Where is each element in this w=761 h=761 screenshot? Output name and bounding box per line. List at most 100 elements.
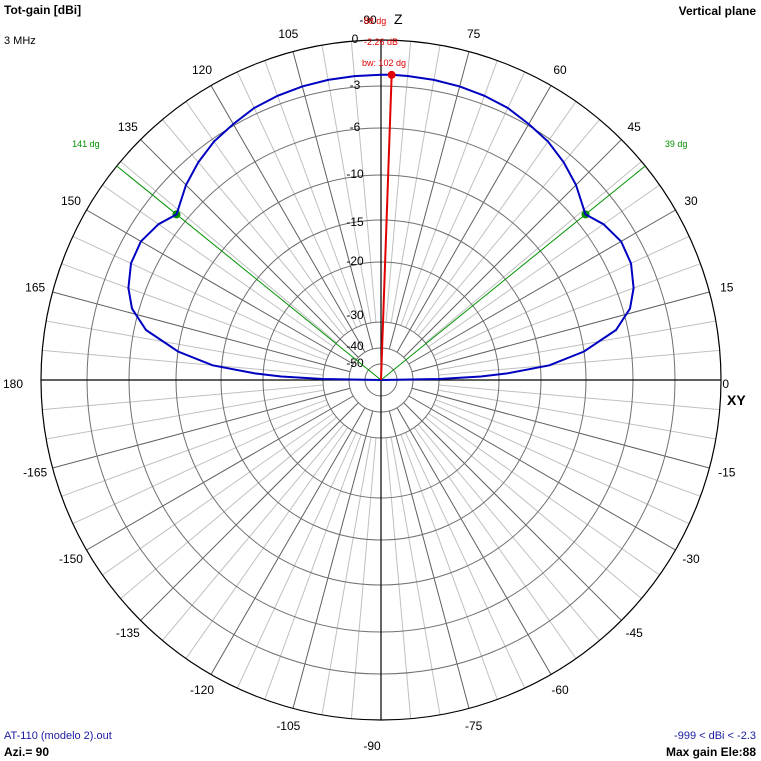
radial-gridline (413, 427, 577, 659)
max-gain-bw-label: bw: 102 dg (362, 58, 406, 68)
range-label: -999 < dBi < -2.3 (674, 730, 756, 742)
radial-gridline (438, 384, 720, 411)
radial-gridline (388, 410, 470, 709)
radial-gridline (350, 41, 377, 323)
radial-gridline (435, 263, 701, 361)
radial-tick-label: -6 (350, 120, 361, 134)
radial-tick-label: -15 (346, 215, 364, 229)
radial-gridline (390, 437, 441, 715)
radial-gridline (408, 209, 676, 365)
radial-tick-labels: 0 -3 -6 -10 -15 -20 -30 -40 -50 (346, 32, 364, 370)
beamwidth-line-right (380, 165, 646, 381)
angle-tick-label: 45 (627, 120, 641, 134)
angle-tick-label: -60 (551, 683, 569, 697)
radial-gridline (438, 320, 716, 371)
angle-tick-labels: 01530456075-90105120135150165180-165-150… (3, 13, 736, 753)
plane-label: Vertical plane (678, 4, 756, 18)
angle-tick-label: 165 (25, 280, 45, 294)
radial-gridline (438, 389, 716, 440)
radial-gridline (46, 320, 324, 371)
radial-gridline (264, 434, 362, 700)
radial-gridline (46, 389, 324, 440)
radial-gridline (433, 404, 690, 525)
angle-tick-label: -90 (359, 13, 377, 27)
radial-gridline (385, 41, 412, 323)
main-lobe-point (387, 70, 396, 79)
radial-gridline (400, 434, 498, 700)
radial-gridline (413, 101, 577, 333)
angle-tick-label: 135 (118, 120, 138, 134)
radial-gridline (321, 437, 372, 715)
beamwidth-label-right: 39 dg (665, 139, 688, 149)
radial-gridline (185, 427, 349, 659)
radial-gridline (405, 71, 526, 328)
radial-gridline (438, 349, 720, 376)
radial-tick-label: -10 (346, 167, 364, 181)
frequency-label: 3 MHz (4, 35, 36, 47)
pattern-curve (127, 73, 635, 381)
angle-tick-label: 150 (61, 194, 81, 208)
angle-tick-label: 180 (3, 377, 23, 391)
max-gain-gain-label: -2.26 dB (364, 37, 398, 47)
radial-tick-label: -40 (346, 339, 364, 353)
radial-gridline (61, 263, 327, 361)
radial-gridline (185, 101, 349, 333)
radial-gridline (42, 384, 324, 411)
radial-gridline (72, 404, 329, 525)
radial-gridline (86, 209, 354, 365)
radial-gridline (42, 349, 324, 376)
azimuth-label: Azi.= 90 (4, 745, 50, 759)
radial-gridline (120, 161, 337, 344)
max-gain-label: Max gain Ele:88 (665, 745, 756, 759)
angle-tick-label: 15 (720, 280, 734, 294)
axis-label-z: Z (394, 11, 403, 27)
radial-gridline (390, 45, 441, 323)
radial-gridline (428, 412, 660, 576)
angle-tick-label: 60 (553, 63, 567, 77)
angle-tick-label: -150 (59, 552, 83, 566)
radial-gridline (400, 60, 498, 326)
radial-gridline (52, 291, 351, 373)
chart-title: Tot-gain [dBi] (4, 3, 82, 17)
main-lobe-group: 88 dg -2.26 dB bw: 102 dg (362, 16, 406, 381)
radial-gridline (292, 51, 374, 350)
radial-gridline (236, 432, 357, 689)
beamwidth-label-left: 141 dg (72, 139, 100, 149)
radial-gridline (140, 402, 359, 621)
radial-gridline (61, 399, 327, 497)
beamwidth-line-left (116, 165, 382, 381)
angle-tick-label: -165 (23, 466, 47, 480)
angle-tick-label: -105 (276, 719, 300, 733)
radial-gridline (120, 416, 337, 599)
angle-tick-label: 0 (722, 377, 729, 391)
radial-gridline (162, 424, 345, 641)
radial-gridline (86, 395, 354, 551)
radial-gridline (405, 432, 526, 689)
angle-tick-label: -15 (718, 466, 736, 480)
radial-gridline (425, 161, 642, 344)
angle-tick-label: -120 (190, 683, 214, 697)
radial-gridline (403, 139, 622, 358)
radial-gridline (428, 184, 660, 348)
radial-gridline (408, 395, 676, 551)
radial-tick-label: -50 (346, 356, 364, 370)
radial-gridline (162, 119, 345, 336)
angle-tick-label: -30 (682, 552, 700, 566)
angle-tick-label: -45 (625, 626, 643, 640)
pattern-group (127, 73, 635, 381)
radial-gridline (403, 402, 622, 621)
radial-gridline (321, 45, 372, 323)
radial-gridline (396, 85, 552, 353)
radial-gridline (433, 235, 690, 356)
angle-tick-label: -135 (116, 626, 140, 640)
radial-tick-label: -20 (346, 254, 364, 268)
radial-gridline (411, 291, 710, 373)
angle-tick-label: -75 (465, 719, 483, 733)
radial-gridline (72, 235, 329, 356)
radial-gridline (388, 51, 470, 350)
radial-gridline (435, 399, 701, 497)
radial-tick-label: -30 (346, 308, 364, 322)
radial-gridline (264, 60, 362, 326)
radial-gridline (210, 85, 366, 353)
